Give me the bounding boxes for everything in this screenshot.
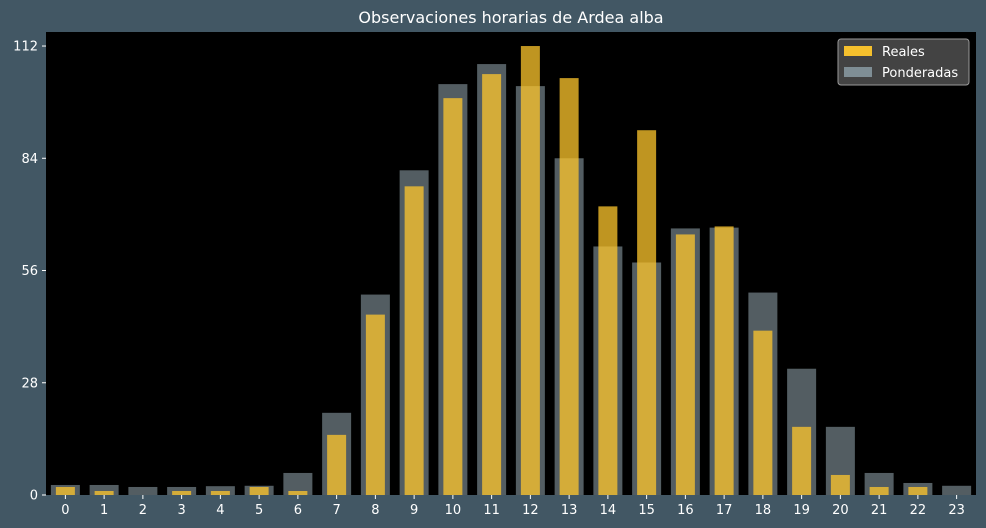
series-reales [55, 46, 928, 496]
x-tick-label: 6 [294, 503, 302, 518]
x-tick-label: 1 [100, 503, 108, 518]
legend: Reales Ponderadas [837, 38, 970, 86]
bar-reales-12 [520, 46, 540, 495]
bar-reales-17 [714, 226, 734, 495]
legend-swatch-ponderadas [844, 67, 872, 77]
x-tick-label: 20 [832, 503, 849, 518]
legend-swatch-reales [844, 46, 872, 56]
bar-reales-15 [637, 130, 657, 495]
y-tick-label: 84 [21, 152, 38, 167]
y-tick-label: 112 [13, 40, 38, 55]
bar-reales-1 [94, 490, 114, 495]
bar-ponderadas-6 [283, 472, 313, 495]
x-tick-label: 3 [177, 503, 185, 518]
bar-reales-0 [55, 486, 75, 495]
x-tick-label: 12 [522, 503, 539, 518]
x-tick-label: 16 [677, 503, 694, 518]
x-tick-label: 17 [716, 503, 733, 518]
x-tick-label: 14 [600, 503, 617, 518]
bar-reales-13 [559, 78, 579, 496]
x-tick-label: 21 [871, 503, 888, 518]
bar-reales-20 [830, 474, 850, 495]
chart-title: Observaciones horarias de Ardea alba [358, 8, 663, 27]
bar-reales-6 [288, 490, 308, 495]
bar-reales-11 [482, 74, 502, 495]
bar-ponderadas-23 [942, 485, 972, 495]
axes: 0 1 2 3 4 5 6 7 8 9 10 11 12 13 14 15 16 17 18 19 20 21 22 2302… [13, 40, 965, 518]
bar-reales-8 [365, 314, 385, 495]
x-tick-label: 8 [371, 503, 379, 518]
bar-reales-4 [210, 490, 230, 495]
bar-reales-16 [675, 234, 695, 495]
x-tick-label: 18 [755, 503, 772, 518]
legend-label-reales: Reales [882, 45, 925, 60]
x-tick-label: 19 [793, 503, 810, 518]
y-tick-label: 0 [30, 489, 38, 504]
bar-reales-5 [249, 486, 269, 495]
x-tick-label: 0 [61, 503, 69, 518]
x-tick-label: 7 [332, 503, 340, 518]
bar-reales-19 [792, 426, 812, 495]
x-tick-label: 9 [410, 503, 418, 518]
plot-area [46, 32, 976, 495]
x-tick-label: 11 [483, 503, 500, 518]
bar-reales-14 [598, 206, 618, 495]
x-tick-label: 22 [910, 503, 927, 518]
x-tick-label: 4 [216, 503, 224, 518]
y-tick-label: 56 [21, 264, 38, 279]
x-tick-label: 10 [445, 503, 462, 518]
x-tick-label: 5 [255, 503, 263, 518]
bar-reales-7 [327, 434, 347, 495]
bar-ponderadas-2 [128, 486, 158, 495]
x-tick-label: 13 [561, 503, 578, 518]
bar-ponderadas-4 [205, 486, 235, 495]
bar-reales-18 [753, 330, 773, 495]
x-tick-label: 15 [638, 503, 655, 518]
bar-reales-9 [404, 186, 424, 496]
y-tick-label: 28 [21, 376, 38, 391]
bar-reales-3 [172, 490, 192, 495]
x-tick-label: 23 [948, 503, 965, 518]
x-tick-label: 2 [139, 503, 147, 518]
bar-ponderadas-1 [89, 484, 119, 495]
legend-label-ponderadas: Ponderadas [882, 66, 958, 81]
bar-reales-22 [908, 486, 928, 495]
bar-reales-10 [443, 98, 463, 496]
bar-reales-21 [869, 486, 889, 495]
